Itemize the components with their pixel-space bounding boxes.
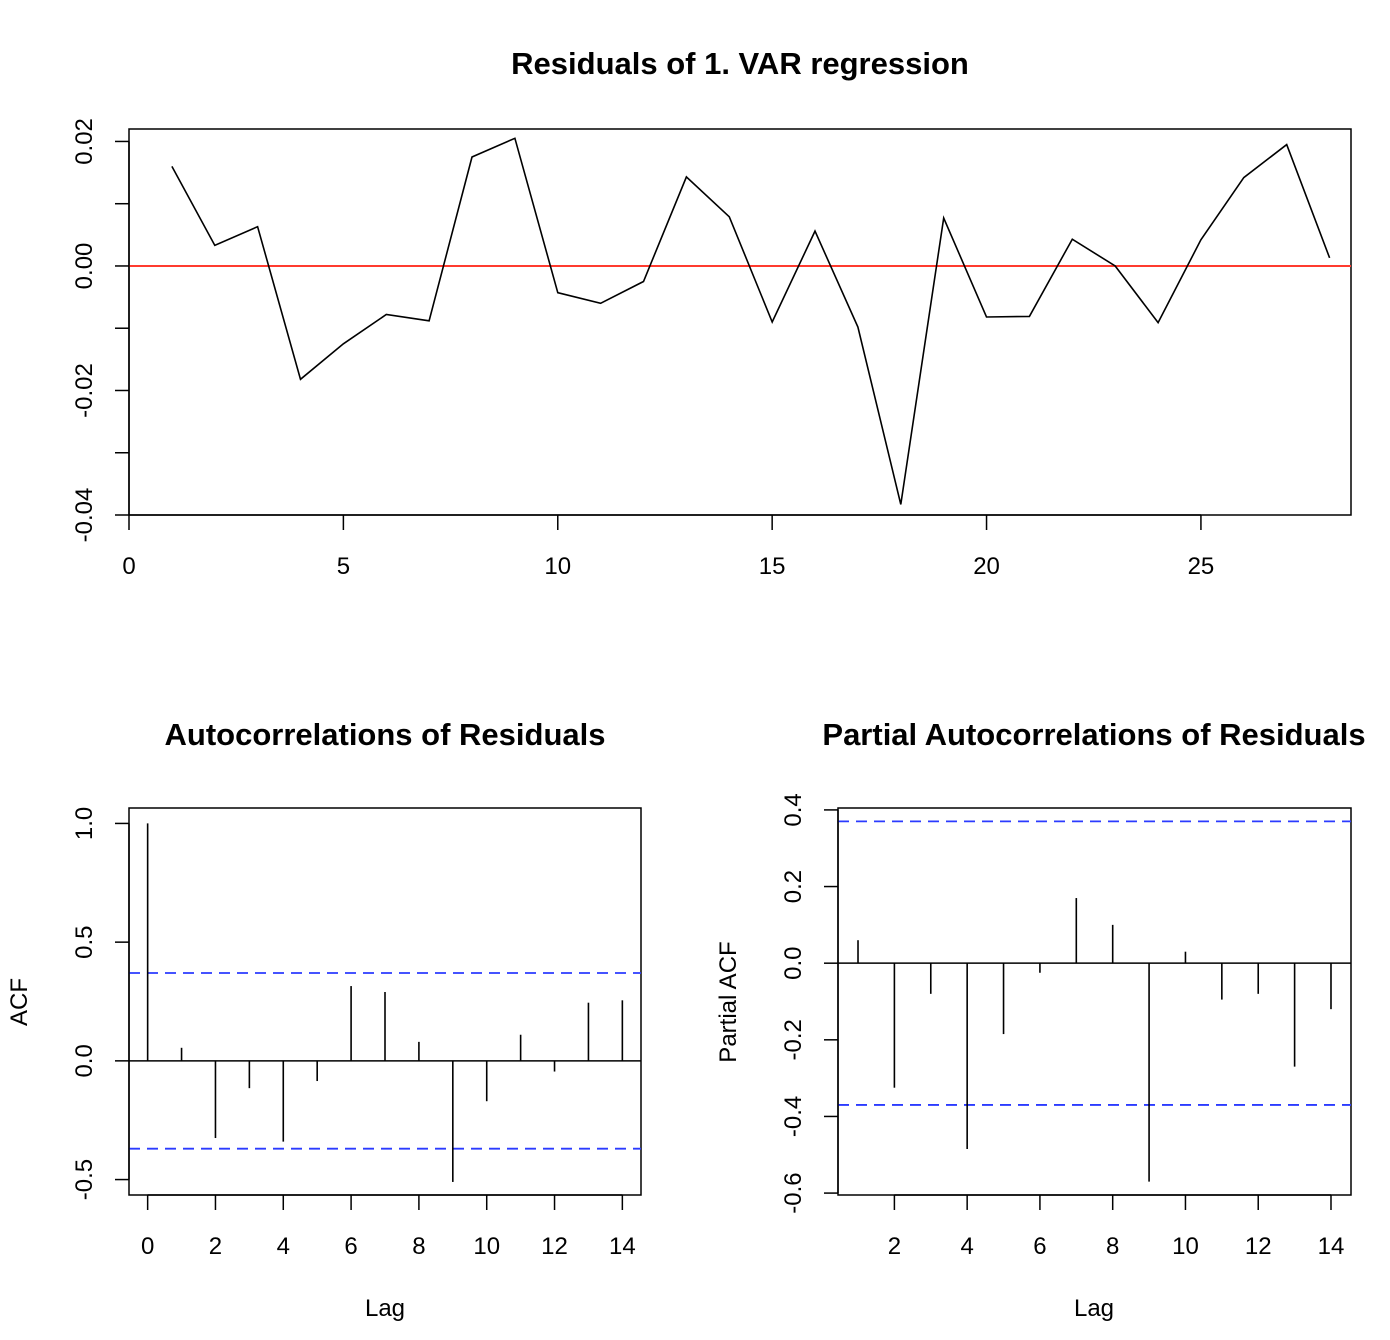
residuals-plot-box — [128, 128, 1352, 516]
x-tick-label: 0 — [141, 1233, 154, 1260]
pacf-x-axis: 2 4 6 8 10 12 14 — [888, 1194, 1345, 1260]
pacf-y-label: Partial ACF — [715, 941, 742, 1062]
residuals-marks — [129, 137, 1351, 505]
y-tick-label: 0.4 — [780, 793, 807, 826]
x-tick-label: 5 — [337, 553, 350, 580]
x-tick-label: 10 — [544, 553, 571, 580]
y-tick-label: 0.00 — [71, 243, 98, 290]
pacf-marks — [838, 820, 1351, 1182]
acf-y-axis: -0.5 0.0 0.5 1.0 — [71, 807, 130, 1200]
x-tick-label: 10 — [473, 1233, 500, 1260]
pacf-title: Partial Autocorrelations of Residuals — [822, 717, 1365, 752]
x-tick-label: 8 — [412, 1233, 425, 1260]
y-tick-label: 0.02 — [71, 118, 98, 165]
x-tick-label: 4 — [960, 1233, 973, 1260]
pacf-panel: Partial Autocorrelations of Residuals 2 4… — [715, 717, 1366, 1322]
x-tick-label: 2 — [209, 1233, 222, 1260]
x-tick-label: 25 — [1188, 553, 1215, 580]
x-tick-label: 14 — [609, 1233, 636, 1260]
y-tick-label: -0.5 — [71, 1159, 98, 1200]
x-tick-label: 4 — [277, 1233, 290, 1260]
y-tick-label: -0.2 — [780, 1019, 807, 1060]
x-tick-label: 0 — [122, 553, 135, 580]
x-tick-label: 14 — [1318, 1233, 1345, 1260]
x-tick-label: 6 — [344, 1233, 357, 1260]
acf-x-label: Lag — [365, 1295, 405, 1322]
y-tick-label: -0.04 — [71, 488, 98, 543]
y-tick-label: 0.0 — [71, 1044, 98, 1077]
x-tick-label: 12 — [541, 1233, 568, 1260]
residuals-panel: Residuals of 1. VAR regression 0 5 10 15 20 2… — [71, 46, 1352, 580]
y-tick-label: 1.0 — [71, 807, 98, 840]
acf-y-label: ACF — [6, 978, 33, 1026]
y-tick-label: 0.2 — [780, 870, 807, 903]
pacf-y-axis: -0.6 -0.4 -0.2 0.0 0.2 0.4 — [780, 793, 839, 1214]
acf-panel: Autocorrelations of Residuals 0 2 4 6 8 10 12 1… — [6, 717, 642, 1322]
residuals-title: Residuals of 1. VAR regression — [511, 46, 969, 81]
y-tick-label: -0.6 — [780, 1172, 807, 1213]
acf-marks — [129, 823, 641, 1182]
x-tick-label: 15 — [759, 553, 786, 580]
y-tick-label: -0.02 — [71, 363, 98, 418]
y-tick-label: 0.0 — [780, 946, 807, 979]
acf-x-axis: 0 2 4 6 8 10 12 14 — [141, 1194, 636, 1260]
y-tick-label: -0.4 — [780, 1096, 807, 1137]
pacf-x-label: Lag — [1074, 1295, 1114, 1322]
y-tick-label: 0.5 — [71, 925, 98, 958]
residuals-y-axis: -0.04 -0.02 0.00 0.02 — [71, 118, 130, 543]
x-tick-label: 8 — [1106, 1233, 1119, 1260]
x-tick-label: 12 — [1245, 1233, 1272, 1260]
x-tick-label: 10 — [1172, 1233, 1199, 1260]
residuals-series-line — [171, 137, 1331, 505]
acf-title: Autocorrelations of Residuals — [165, 717, 606, 752]
x-tick-label: 6 — [1033, 1233, 1046, 1260]
residuals-x-axis: 0 5 10 15 20 25 — [122, 514, 1215, 580]
x-tick-label: 20 — [973, 553, 1000, 580]
x-tick-label: 2 — [888, 1233, 901, 1260]
pacf-plot-box — [837, 807, 1352, 1196]
